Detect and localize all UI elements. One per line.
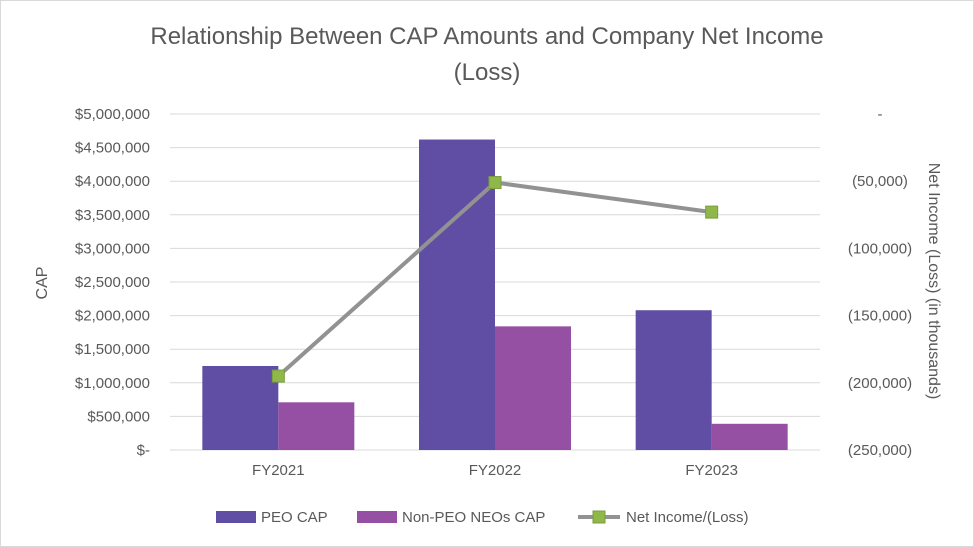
net-income-marker-fy2023 [705, 205, 719, 219]
bar-peo-cap-fy2021 [202, 366, 279, 450]
legend-marker-net-income [592, 510, 606, 524]
x-tick-label: FY2022 [469, 462, 522, 479]
y-tick-label: $4,000,000 [75, 173, 150, 190]
y2-axis-title: Net Income (Loss) (in thousands) [925, 163, 942, 400]
bar-peo-cap-fy2023 [635, 310, 712, 450]
y2-tick-label: (250,000) [848, 442, 912, 459]
legend-label-non-peo-neos-cap: Non-PEO NEOs CAP [402, 509, 545, 526]
y-tick-label: $2,500,000 [75, 274, 150, 291]
chart-title-line2: (Loss) [454, 59, 521, 86]
legend-swatch-non-peo-neos-cap [357, 511, 397, 523]
y-axis-title: CAP [34, 267, 51, 300]
y-tick-label: $1,000,000 [75, 375, 150, 392]
bar-peo-cap-fy2022 [419, 139, 495, 450]
y-tick-label: $2,000,000 [75, 308, 150, 325]
y-tick-label: $1,500,000 [75, 341, 150, 358]
y-tick-label: $500,000 [87, 408, 150, 425]
bar-non-peo-neos-cap-fy2021 [278, 402, 355, 450]
bar-non-peo-neos-cap-fy2023 [711, 423, 788, 450]
y2-tick-label: - [878, 106, 883, 123]
chart-title-line1: Relationship Between CAP Amounts and Com… [150, 23, 823, 50]
net-income-line [271, 176, 719, 383]
x-tick-label: FY2023 [685, 462, 738, 479]
y2-axis-ticks: (250,000) (200,000) (150,000) (100,000) (50,… [848, 106, 912, 459]
net-income-marker-fy2022 [488, 176, 502, 190]
legend-label-peo-cap: PEO CAP [261, 509, 328, 526]
y2-tick-label: (100,000) [848, 240, 912, 257]
x-axis-ticks: FY2021 FY2022 FY2023 [252, 462, 738, 479]
y-axis-ticks: $- $500,000 $1,000,000 $1,500,000 $2,000,000… [75, 106, 150, 459]
y-tick-label: $- [137, 442, 150, 459]
bar-non-peo-neos-cap-fy2022 [495, 326, 571, 450]
y2-tick-label: (200,000) [848, 375, 912, 392]
y-tick-label: $5,000,000 [75, 106, 150, 123]
y-tick-label: $3,000,000 [75, 240, 150, 257]
y-tick-label: $3,500,000 [75, 207, 150, 224]
y2-tick-label: (50,000) [852, 173, 908, 190]
legend-label-net-income: Net Income/(Loss) [626, 509, 749, 526]
legend-swatch-peo-cap [216, 511, 256, 523]
y2-tick-label: (150,000) [848, 308, 912, 325]
net-income-marker-fy2021 [271, 369, 285, 383]
x-tick-label: FY2021 [252, 462, 305, 479]
y-tick-label: $4,500,000 [75, 140, 150, 157]
legend: PEO CAP Non-PEO NEOs CAP Net Income/(Loss) [216, 509, 749, 526]
